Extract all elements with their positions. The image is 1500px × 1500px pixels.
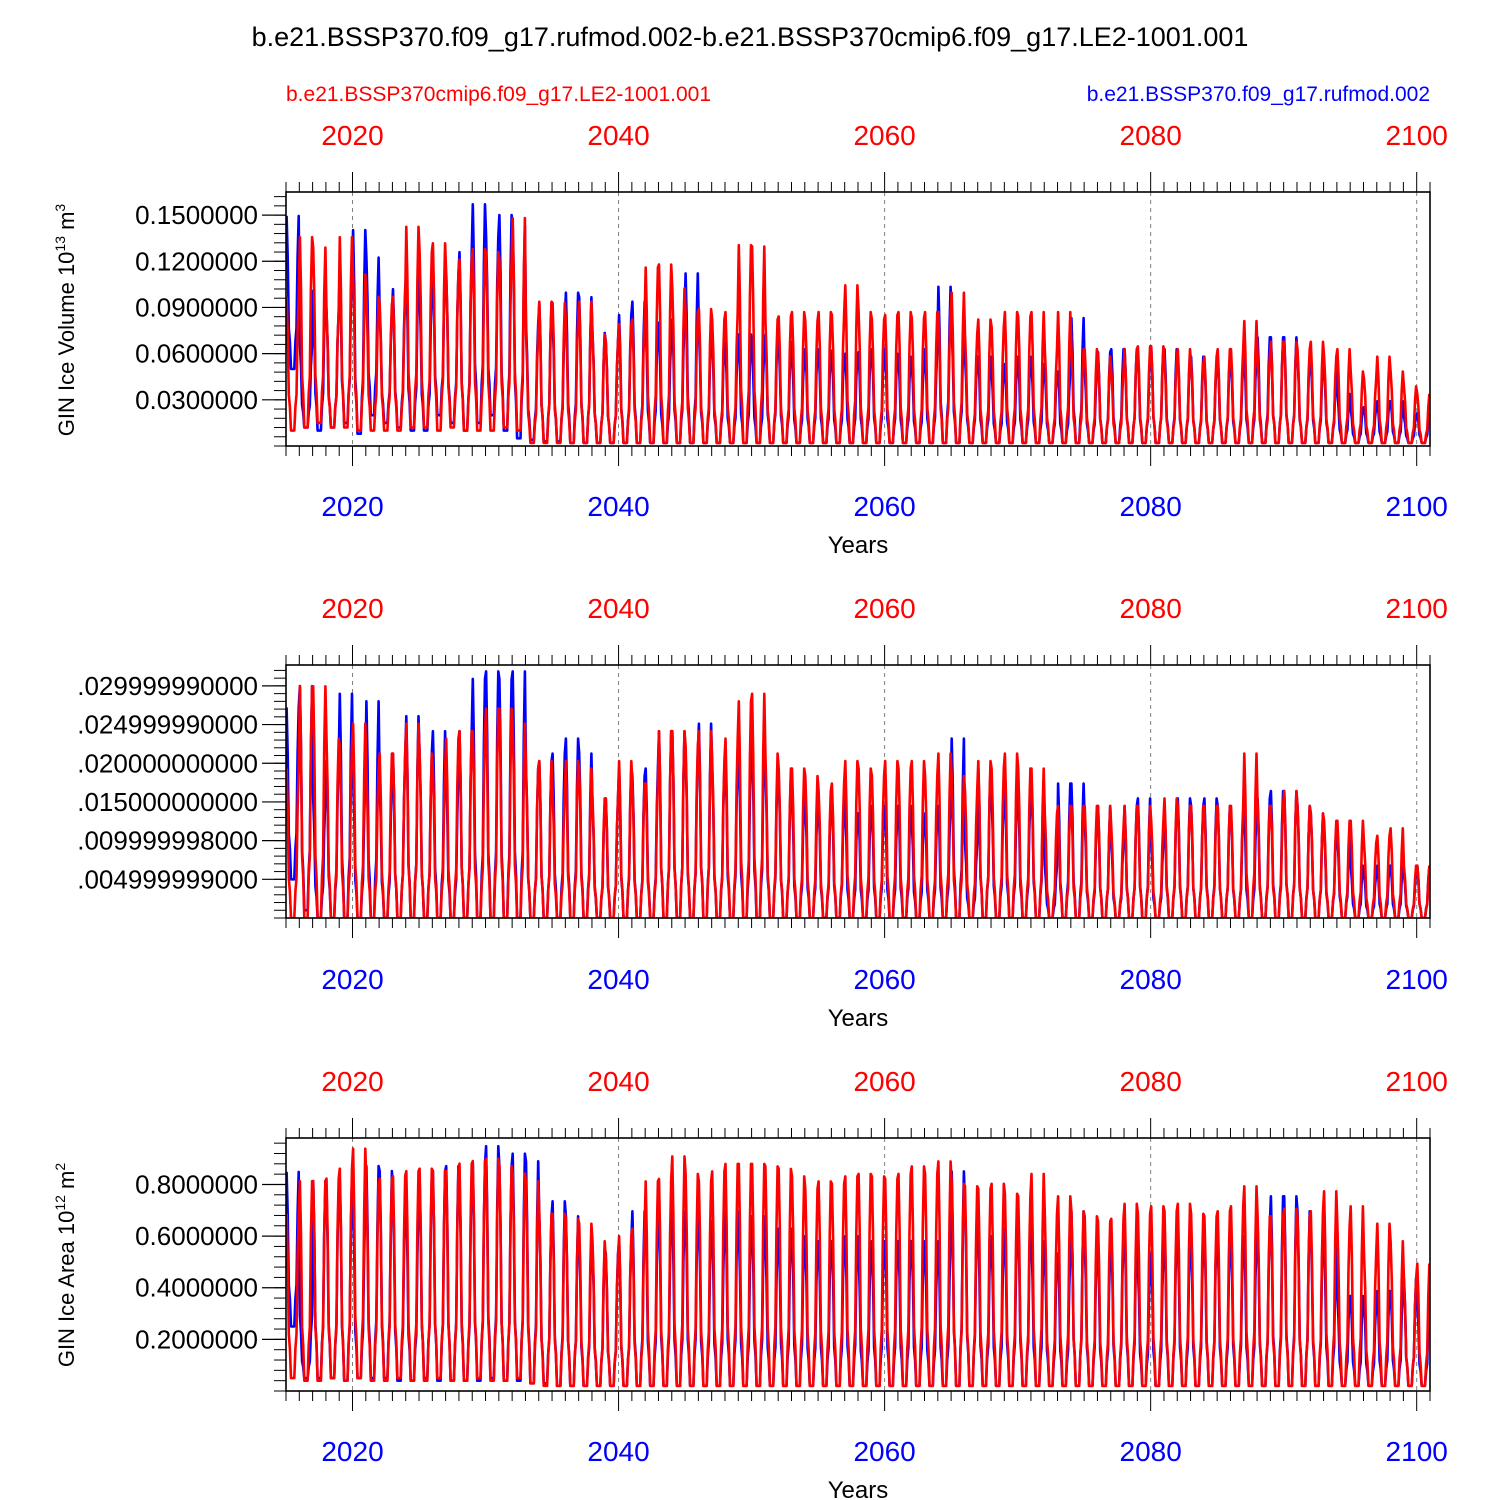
y-axis-label: GIN Ice Volume 1013 m3 — [52, 204, 79, 437]
y-axis-label-unit-exponent: 2 — [52, 1163, 68, 1171]
x-tick-label-top: 2040 — [587, 593, 649, 624]
series-line-red — [286, 216, 1430, 445]
x-tick-label-bottom: 2060 — [853, 491, 915, 522]
y-tick-label: .024999990000 — [77, 710, 258, 740]
x-tick-label-top: 2100 — [1386, 120, 1448, 151]
y-tick-label: .029999990000 — [77, 671, 258, 701]
y-axis-label-unit: m — [54, 212, 79, 236]
x-tick-label-bottom: 2080 — [1120, 964, 1182, 995]
x-tick-label-top: 2060 — [853, 1066, 915, 1097]
x-tick-label-top: 2040 — [587, 120, 649, 151]
y-tick-label: 0.1200000 — [135, 246, 258, 276]
x-axis-label: Years — [828, 1005, 889, 1032]
y-tick-label: 0.0600000 — [135, 339, 258, 369]
figure-title: b.e21.BSSP370.f09_g17.rufmod.002-b.e21.B… — [252, 22, 1249, 52]
y-axis-label-main: GIN Ice Volume 10 — [54, 252, 79, 437]
x-tick-label-top: 2080 — [1120, 1066, 1182, 1097]
x-tick-label-top: 2080 — [1120, 593, 1182, 624]
y-axis-label-unit-exponent: 3 — [52, 204, 68, 212]
y-tick-label: 0.6000000 — [135, 1221, 258, 1251]
x-tick-label-bottom: 2020 — [321, 964, 383, 995]
x-tick-label-bottom: 2040 — [587, 964, 649, 995]
x-tick-label-top: 2100 — [1386, 1066, 1448, 1097]
x-tick-label-bottom: 2060 — [853, 1436, 915, 1467]
y-axis-label-exponent: 13 — [52, 236, 68, 252]
chart-panel-1: 0.0300000 0.0600000 0.0900000 0.1200000 0.15… — [52, 120, 1448, 559]
x-tick-label-bottom: 2100 — [1386, 1436, 1448, 1467]
y-tick-label: 0.0300000 — [135, 385, 258, 415]
x-tick-label-top: 2020 — [321, 120, 383, 151]
x-tick-label-top: 2100 — [1386, 593, 1448, 624]
legend-red-label: b.e21.BSSP370cmip6.f09_g17.LE2-1001.001 — [286, 83, 711, 106]
chart-panel-2: .004999999000 .009999998000 .015000000000.… — [77, 593, 1448, 1032]
series-line-red — [286, 1147, 1430, 1388]
y-tick-label: .015000000000 — [77, 787, 258, 817]
x-tick-label-bottom: 2040 — [587, 491, 649, 522]
series-line-red — [286, 684, 1430, 918]
x-tick-label-top: 2020 — [321, 1066, 383, 1097]
legend-blue-label: b.e21.BSSP370.f09_g17.rufmod.002 — [1087, 83, 1430, 106]
y-tick-label: 0.0900000 — [135, 292, 258, 322]
x-tick-label-top: 2060 — [853, 593, 915, 624]
y-tick-label: 0.4000000 — [135, 1273, 258, 1303]
y-tick-label: 0.2000000 — [135, 1324, 258, 1354]
y-tick-label: 0.1500000 — [135, 200, 258, 230]
panels-group: 0.0300000 0.0600000 0.0900000 0.1200000 0.15… — [52, 120, 1448, 1500]
y-tick-label: .020000000000 — [77, 748, 258, 778]
y-axis-label-main: GIN Ice Area 10 — [54, 1211, 79, 1368]
y-axis-label-unit: m — [54, 1171, 79, 1195]
x-tick-label-bottom: 2080 — [1120, 1436, 1182, 1467]
x-tick-label-bottom: 2060 — [853, 964, 915, 995]
x-tick-label-bottom: 2020 — [321, 1436, 383, 1467]
x-tick-label-top: 2040 — [587, 1066, 649, 1097]
y-tick-label: .009999998000 — [77, 826, 258, 856]
y-axis-label-exponent: 12 — [52, 1195, 68, 1211]
x-axis-label: Years — [828, 532, 889, 559]
y-tick-label: 0.8000000 — [135, 1169, 258, 1199]
x-tick-label-bottom: 2100 — [1386, 964, 1448, 995]
x-tick-label-bottom: 2100 — [1386, 491, 1448, 522]
x-tick-label-bottom: 2080 — [1120, 491, 1182, 522]
x-tick-label-bottom: 2040 — [587, 1436, 649, 1467]
y-tick-label: .004999999000 — [77, 864, 258, 894]
chart-panel-3: 0.2000000 0.4000000 0.6000000 0.8000000 2020… — [52, 1066, 1448, 1500]
x-tick-label-top: 2060 — [853, 120, 915, 151]
x-tick-label-bottom: 2020 — [321, 491, 383, 522]
x-tick-label-top: 2020 — [321, 593, 383, 624]
y-axis-label: GIN Ice Area 1012 m2 — [52, 1163, 79, 1368]
x-tick-label-top: 2080 — [1120, 120, 1182, 151]
x-axis-label: Years — [828, 1477, 889, 1500]
